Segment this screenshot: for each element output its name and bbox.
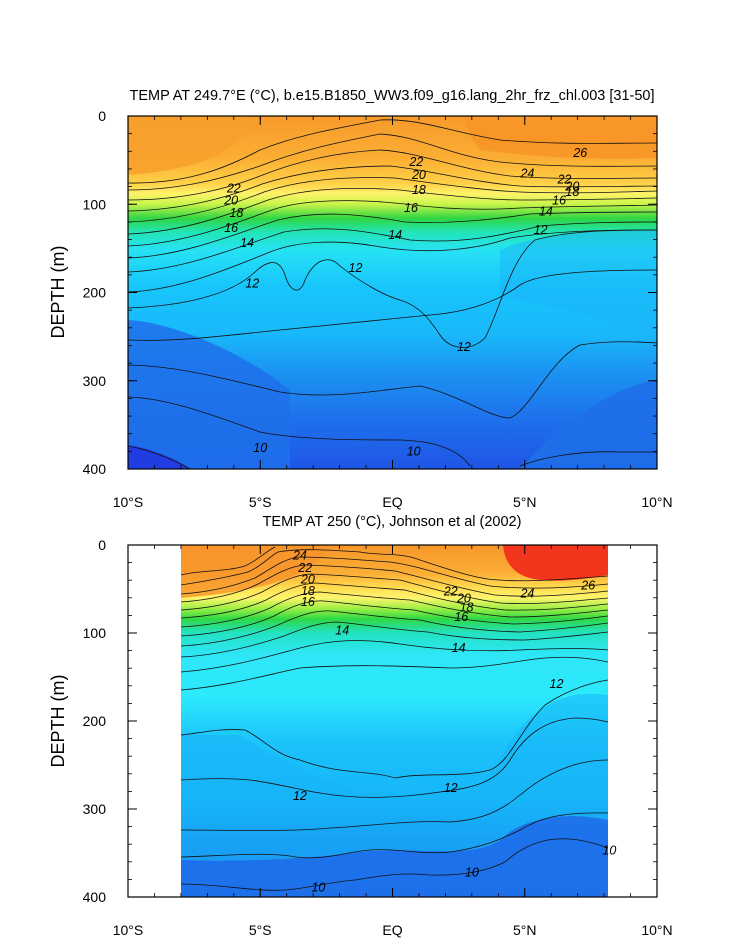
contour-label: 12	[534, 223, 548, 237]
y-tick-label: 400	[83, 889, 107, 905]
contour-label: 22	[556, 173, 571, 187]
contour-label: 26	[580, 578, 595, 592]
contour-label: 18	[565, 185, 579, 199]
contour-lines-observed	[181, 546, 608, 891]
contour-label: 12	[293, 789, 307, 803]
contour-label: 16	[454, 610, 468, 624]
panel-title-observed: TEMP AT 250 (°C), Johnson et al (2002)	[263, 514, 522, 530]
contour-label: 14	[335, 623, 349, 637]
contour-label: 14	[388, 228, 402, 242]
y-tick-label: 200	[83, 713, 107, 729]
y-axis-title-model: DEPTH (m)	[48, 246, 68, 339]
contour-label: 20	[411, 168, 426, 182]
contour-label: 10	[602, 843, 616, 857]
x-tick-label: 10°S	[113, 922, 144, 938]
contour-label: 10	[465, 865, 479, 879]
contour-fill-model	[128, 116, 657, 469]
contour-label: 14	[240, 236, 254, 250]
contour-label: 24	[519, 586, 534, 600]
contour-label: 14	[452, 641, 466, 655]
contour-label: 12	[550, 677, 564, 691]
contour-label: 20	[564, 180, 579, 194]
contour-label: 18	[229, 206, 243, 220]
x-tick-label: 5°S	[249, 494, 272, 510]
y-tick-label: 0	[98, 108, 106, 124]
y-axis-title-observed: DEPTH (m)	[48, 675, 68, 768]
x-ticks-observed: 10°S 5°S EQ 5°N 10°N	[113, 545, 673, 938]
contour-label: 22	[443, 585, 458, 599]
contour-label: 12	[245, 277, 259, 291]
contour-label: 22	[297, 561, 312, 575]
x-tick-label: 5°N	[513, 922, 537, 938]
panel-title-model: TEMP AT 249.7°E (°C), b.e15.B1850_WW3.f0…	[129, 88, 654, 104]
y-tick-label: 0	[98, 537, 106, 553]
contour-label: 12	[457, 340, 471, 354]
y-tick-label: 100	[83, 196, 107, 212]
y-tick-label: 300	[83, 373, 107, 389]
contour-labels-model: 2624222018161412121222201816142220181614…	[223, 146, 587, 458]
y-tick-label: 200	[83, 285, 107, 301]
y-ticks-model: 0 100 200 300 400	[83, 108, 657, 477]
contour-label: 18	[460, 600, 474, 614]
y-tick-label: 300	[83, 801, 107, 817]
contour-label: 20	[456, 592, 471, 606]
contour-label: 26	[572, 146, 587, 160]
contour-label: 20	[300, 572, 315, 586]
contour-label: 10	[311, 880, 325, 894]
contour-label: 24	[519, 166, 534, 180]
contour-label: 24	[292, 549, 307, 563]
x-tick-label: 10°N	[641, 922, 672, 938]
x-tick-label: 10°N	[641, 494, 672, 510]
y-tick-label: 100	[83, 625, 107, 641]
contour-label: 16	[404, 201, 418, 215]
x-tick-label: 10°S	[113, 494, 144, 510]
panel-observed: TEMP AT 250 (°C), Johnson et al (2002)	[48, 514, 673, 938]
contour-lines-model	[128, 119, 657, 469]
contour-label: 20	[223, 194, 238, 208]
x-tick-label: 5°N	[513, 494, 537, 510]
contour-fill-observed	[181, 545, 608, 897]
x-ticks-model: 10°S 5°S EQ 5°N 10°N	[113, 116, 673, 510]
x-tick-label: EQ	[382, 922, 402, 938]
contour-label: 10	[253, 441, 267, 455]
x-tick-label: EQ	[382, 494, 402, 510]
contour-label: 16	[224, 221, 238, 235]
contour-label: 12	[349, 261, 363, 275]
y-tick-label: 400	[83, 461, 107, 477]
contour-label: 18	[301, 584, 315, 598]
contour-label: 22	[408, 155, 423, 169]
contour-label: 18	[412, 183, 426, 197]
x-tick-label: 5°S	[249, 922, 272, 938]
contour-label: 22	[226, 181, 241, 195]
contour-label: 12	[444, 781, 458, 795]
contour-label: 14	[539, 204, 553, 218]
y-ticks-observed: 0 100 200 300 400	[83, 537, 657, 905]
contour-label: 16	[552, 194, 566, 208]
contour-label: 16	[301, 595, 315, 609]
contour-label: 10	[407, 444, 421, 458]
panel-model: TEMP AT 249.7°E (°C), b.e15.B1850_WW3.f0…	[48, 88, 673, 510]
